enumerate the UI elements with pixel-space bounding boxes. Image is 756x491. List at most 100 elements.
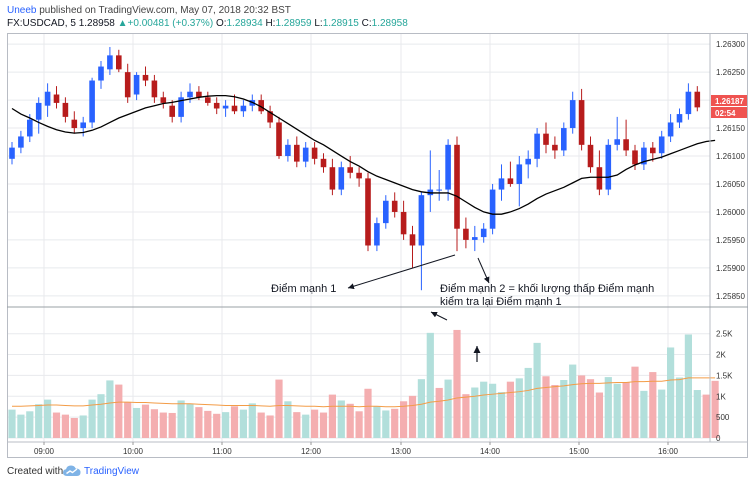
volume-bar <box>257 412 265 438</box>
candle-up <box>107 55 113 70</box>
tradingview-cloud-icon[interactable] <box>62 464 82 478</box>
volume-bar <box>61 414 69 438</box>
volume-bar <box>150 409 158 438</box>
candle-down <box>632 150 638 165</box>
candle-up <box>98 66 104 81</box>
volume-bar <box>524 367 532 438</box>
volume-bar <box>684 334 692 438</box>
candle-down <box>650 147 656 154</box>
candle-down <box>552 144 558 151</box>
price-change: +0.00481 (+0.37%) <box>127 18 214 29</box>
footer: Created with TradingView <box>0 458 756 491</box>
volume-bar <box>17 414 25 438</box>
price-volume-chart[interactable]: 1.263001.262501.262001.261501.261001.260… <box>0 0 756 458</box>
volume-bar <box>480 381 488 438</box>
volume-bar <box>613 383 621 438</box>
volume-bar <box>88 399 96 438</box>
price-tick-label: 1.26300 <box>716 40 745 49</box>
time-tick-label: 11:00 <box>212 447 232 456</box>
candle-up <box>338 167 345 190</box>
volume-bar <box>293 412 301 438</box>
volume-bar <box>70 417 78 438</box>
candle-up <box>44 91 51 106</box>
time-tick-label: 10:00 <box>123 447 144 456</box>
candle-down <box>213 102 220 109</box>
candle-down <box>116 55 122 70</box>
volume-tick-label: 2.5K <box>716 330 733 339</box>
price-badge-label: 1.26187 <box>715 97 744 106</box>
annotations: Điểm mạnh 1 Điểm mạnh 2 = khối lượng thấp… <box>271 254 654 362</box>
time-tick-label: 13:00 <box>391 447 412 456</box>
time-tick-label: 12:00 <box>301 447 322 456</box>
volume-bar <box>168 412 176 438</box>
candle-up <box>658 136 665 154</box>
volume-bar <box>284 401 292 438</box>
annotation-text: Điểm mạnh 2 = khối lượng thấp Điểm mạnh <box>440 283 654 295</box>
annotation-arrow <box>477 257 490 284</box>
candle-down <box>587 144 594 168</box>
volume-bar <box>542 376 550 438</box>
candle-up <box>605 144 612 190</box>
candle-down <box>543 133 549 145</box>
volume-bar <box>195 407 203 438</box>
annotation-arrow <box>347 254 456 290</box>
candle-down <box>151 80 158 98</box>
candle-up <box>302 147 309 162</box>
volume-bar <box>400 401 408 438</box>
volume-ma-line <box>12 377 716 408</box>
volume-bar <box>382 410 390 438</box>
volume-bar <box>444 379 452 438</box>
time-tick-label: 15:00 <box>569 447 590 456</box>
volume-bar <box>569 364 577 438</box>
last-price: 1.28958 <box>78 18 115 29</box>
candle-down <box>142 74 149 81</box>
close-value: 1.28958 <box>371 18 408 29</box>
volume-bar <box>44 399 52 438</box>
candle-down <box>400 211 407 235</box>
symbol-name: FX:USDCAD, 5 <box>7 18 76 29</box>
candle-up <box>187 91 193 98</box>
candle-down <box>231 105 238 112</box>
volume-bar <box>364 388 372 438</box>
outer-frame <box>7 33 748 458</box>
candle-down <box>356 172 362 179</box>
volume-bar <box>8 409 16 438</box>
candle-up <box>374 223 380 246</box>
volume-bar <box>133 407 141 438</box>
candle-up <box>222 105 229 109</box>
volume-bar <box>141 404 150 438</box>
candle-up <box>641 147 647 165</box>
volume-bar <box>506 381 514 438</box>
candle-up <box>685 91 692 115</box>
high-label: H: <box>265 18 276 29</box>
candle-down <box>160 97 167 103</box>
publish-line: Uneeb published on TradingView.com, May … <box>7 5 291 16</box>
candle-down <box>507 178 514 184</box>
candle-up <box>489 189 496 229</box>
candles <box>9 46 701 291</box>
volume-bar <box>426 332 434 438</box>
volume-bar <box>311 409 319 438</box>
volume-tick-label: 0 <box>716 434 721 443</box>
volume-bar <box>578 375 586 438</box>
volume-bar <box>702 394 710 438</box>
price-tick-label: 1.26250 <box>716 68 745 77</box>
volume-bar <box>248 403 256 438</box>
volume-bar <box>97 394 105 438</box>
tradingview-link[interactable]: TradingView <box>84 466 140 477</box>
candle-up <box>445 144 451 190</box>
volume-bar <box>489 383 497 438</box>
volume-bars <box>8 329 719 438</box>
candle-down <box>294 144 300 162</box>
candle-down <box>329 167 336 190</box>
candle-up <box>35 102 42 120</box>
volume-bar <box>417 379 425 438</box>
volume-bar <box>337 400 345 438</box>
volume-bar <box>693 390 701 438</box>
author-link[interactable]: Uneeb <box>7 5 37 16</box>
volume-bar <box>497 392 506 438</box>
volume-bar <box>711 380 719 438</box>
volume-bar <box>649 372 657 438</box>
candle-down <box>62 102 69 117</box>
volume-bar <box>391 408 399 438</box>
